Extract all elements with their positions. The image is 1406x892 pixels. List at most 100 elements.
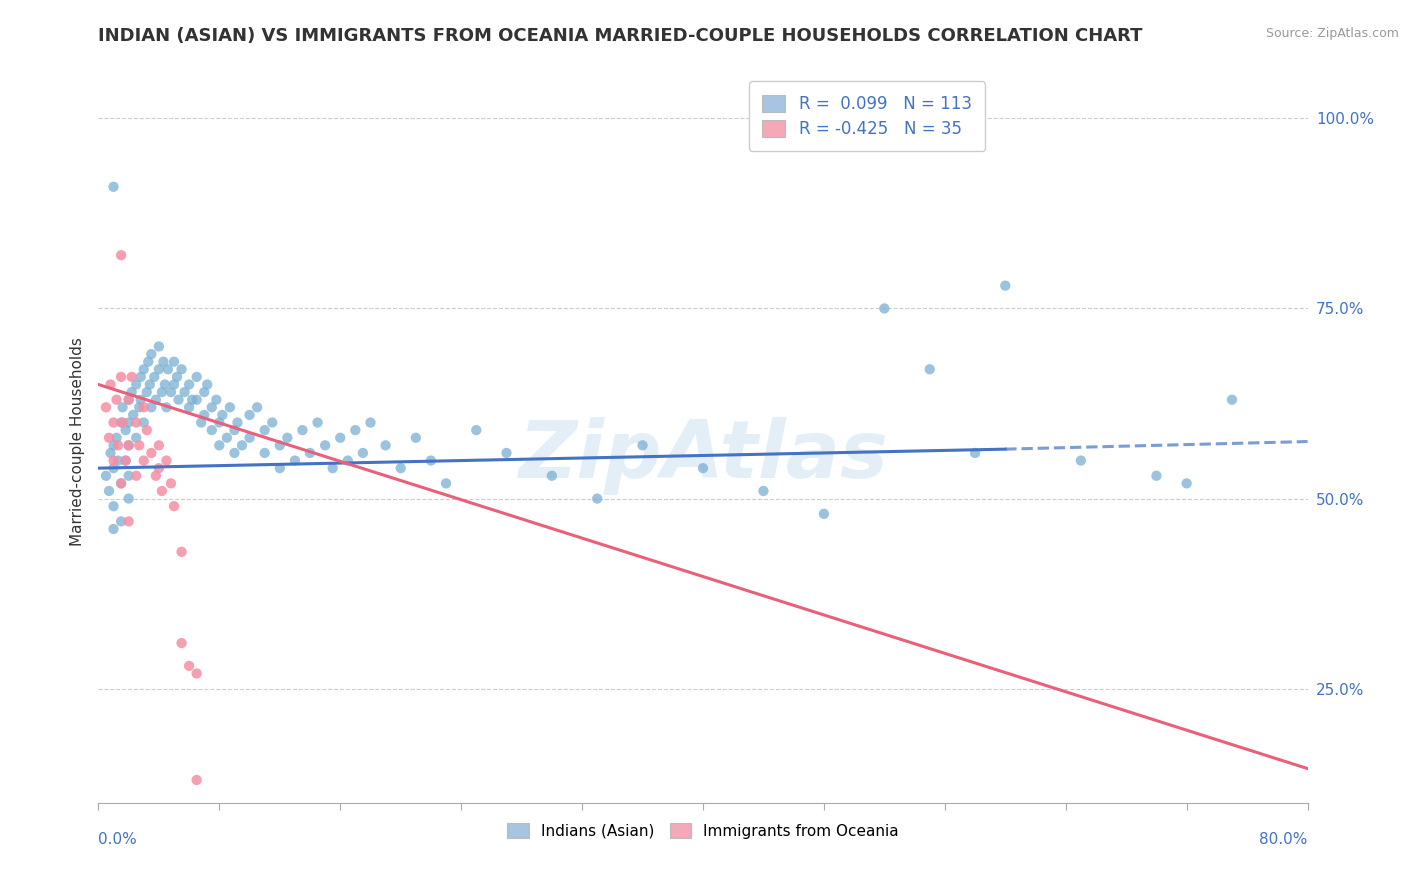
- Point: [186, 666, 208, 681]
- Point: [434, 476, 457, 491]
- Point: [269, 438, 291, 452]
- Point: [118, 416, 141, 430]
- Point: [540, 468, 562, 483]
- Point: [107, 453, 129, 467]
- Text: ZipAtlas: ZipAtlas: [517, 417, 889, 495]
- Point: [141, 401, 163, 415]
- Point: [114, 423, 136, 437]
- Point: [299, 446, 322, 460]
- Point: [103, 416, 125, 430]
- Point: [173, 385, 195, 400]
- Point: [307, 416, 329, 430]
- Point: [135, 385, 157, 400]
- Point: [465, 423, 488, 437]
- Point: [239, 431, 262, 445]
- Point: [136, 354, 159, 368]
- Point: [752, 483, 775, 498]
- Point: [314, 438, 336, 452]
- Point: [226, 416, 249, 430]
- Point: [692, 461, 714, 475]
- Point: [94, 401, 117, 415]
- Point: [132, 362, 155, 376]
- Text: 0.0%: 0.0%: [98, 831, 138, 847]
- Point: [103, 499, 125, 513]
- Point: [329, 431, 352, 445]
- Point: [186, 392, 208, 407]
- Point: [105, 392, 128, 407]
- Point: [125, 468, 148, 483]
- Point: [193, 385, 215, 400]
- Point: [322, 461, 344, 475]
- Point: [389, 461, 412, 475]
- Point: [163, 354, 186, 368]
- Point: [94, 468, 117, 483]
- Point: [110, 370, 132, 384]
- Point: [132, 453, 155, 467]
- Point: [163, 377, 186, 392]
- Point: [125, 416, 148, 430]
- Point: [352, 446, 374, 460]
- Point: [125, 431, 148, 445]
- Point: [143, 370, 166, 384]
- Text: Source: ZipAtlas.com: Source: ZipAtlas.com: [1265, 27, 1399, 40]
- Point: [219, 401, 242, 415]
- Point: [121, 385, 143, 400]
- Point: [170, 636, 193, 650]
- Point: [128, 401, 150, 415]
- Point: [190, 416, 212, 430]
- Point: [374, 438, 396, 452]
- Point: [211, 408, 233, 422]
- Point: [118, 491, 141, 506]
- Point: [111, 416, 134, 430]
- Point: [148, 362, 170, 376]
- Point: [150, 483, 173, 498]
- Point: [181, 392, 204, 407]
- Point: [98, 431, 121, 445]
- Point: [239, 408, 262, 422]
- Point: [110, 248, 132, 262]
- Point: [420, 453, 443, 467]
- Point: [135, 423, 157, 437]
- Point: [231, 438, 253, 452]
- Point: [103, 522, 125, 536]
- Point: [179, 401, 201, 415]
- Point: [965, 446, 987, 460]
- Point: [103, 438, 125, 452]
- Point: [100, 446, 122, 460]
- Point: [156, 362, 179, 376]
- Point: [170, 362, 193, 376]
- Point: [150, 385, 173, 400]
- Point: [118, 468, 141, 483]
- Point: [201, 401, 224, 415]
- Point: [186, 772, 208, 787]
- Point: [129, 370, 152, 384]
- Point: [110, 476, 132, 491]
- Point: [360, 416, 382, 430]
- Point: [118, 392, 141, 407]
- Point: [118, 438, 141, 452]
- Point: [148, 438, 170, 452]
- Point: [994, 278, 1017, 293]
- Point: [100, 377, 122, 392]
- Point: [98, 483, 121, 498]
- Point: [873, 301, 896, 316]
- Point: [262, 416, 284, 430]
- Point: [344, 423, 367, 437]
- Point: [145, 392, 167, 407]
- Point: [105, 431, 128, 445]
- Point: [179, 377, 201, 392]
- Point: [132, 401, 155, 415]
- Point: [276, 431, 298, 445]
- Point: [201, 423, 224, 437]
- Point: [269, 461, 291, 475]
- Point: [118, 438, 141, 452]
- Point: [152, 354, 174, 368]
- Point: [918, 362, 941, 376]
- Point: [110, 476, 132, 491]
- Point: [155, 401, 177, 415]
- Point: [132, 416, 155, 430]
- Y-axis label: Married-couple Households: Married-couple Households: [69, 337, 84, 546]
- Point: [167, 392, 190, 407]
- Point: [586, 491, 609, 506]
- Point: [153, 377, 176, 392]
